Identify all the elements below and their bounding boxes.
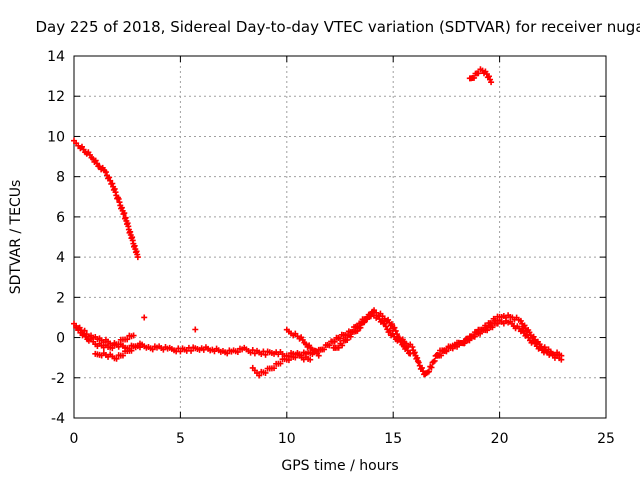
data-point: [388, 321, 395, 328]
data-point: [321, 346, 328, 353]
data-point: [192, 326, 199, 333]
data-point: [537, 344, 544, 351]
data-point: [134, 254, 141, 261]
data-point: [109, 345, 116, 352]
data-point: [428, 364, 435, 371]
data-point: [357, 324, 364, 331]
y-tick-label: 0: [56, 331, 65, 347]
data-point: [331, 338, 338, 345]
data-point: [326, 342, 333, 349]
data-point: [415, 359, 422, 366]
data-point: [347, 333, 354, 340]
data-point: [425, 368, 432, 375]
data-point: [339, 342, 346, 349]
data-point: [454, 343, 461, 350]
data-point: [344, 336, 351, 343]
data-point: [315, 352, 322, 359]
x-tick-label: 15: [384, 431, 402, 447]
data-point: [188, 347, 195, 354]
data-point: [430, 358, 437, 365]
y-tick-label: 14: [47, 49, 65, 65]
data-point: [484, 327, 491, 334]
data-point: [485, 73, 492, 80]
data-point: [285, 357, 292, 364]
data-point: [449, 345, 456, 352]
data-point: [124, 336, 131, 343]
data-point: [271, 365, 278, 372]
data-point: [256, 372, 263, 379]
data-point: [494, 320, 501, 327]
data-point: [461, 340, 468, 347]
data-point: [106, 174, 113, 181]
x-tick-label: 0: [70, 431, 79, 447]
data-point: [489, 324, 496, 331]
x-axis-label: GPS time / hours: [281, 458, 398, 474]
data-point: [128, 347, 135, 354]
chart-title: Day 225 of 2018, Sidereal Day-to-day VTE…: [35, 18, 640, 36]
data-point: [471, 74, 478, 81]
y-tick-label: -2: [51, 371, 65, 387]
data-point: [392, 327, 399, 334]
x-tick-label: 20: [491, 431, 509, 447]
y-tick-label: 8: [56, 170, 65, 186]
data-point: [438, 352, 445, 359]
data-point: [471, 333, 478, 340]
y-tick-label: 4: [56, 250, 65, 266]
data-point: [431, 357, 438, 364]
data-point: [262, 351, 269, 358]
data-point: [249, 347, 256, 354]
y-tick-label: -4: [51, 411, 65, 427]
data-point: [443, 348, 450, 355]
data-point: [335, 344, 342, 351]
data-point: [234, 349, 241, 356]
data-point: [386, 327, 393, 334]
data-point: [292, 354, 299, 361]
plot-frame: [73, 55, 607, 419]
data-point: [130, 332, 137, 339]
data-point: [407, 350, 414, 357]
data-point: [477, 330, 484, 337]
y-axis-label: SDTVAR / TECUs: [8, 180, 24, 295]
data-point: [262, 369, 269, 376]
data-point: [488, 79, 495, 86]
x-tick-label: 10: [278, 431, 296, 447]
data-point: [121, 210, 128, 217]
data-point: [307, 356, 314, 363]
data-point: [364, 316, 371, 323]
data-point: [136, 340, 143, 347]
x-tick-label: 5: [176, 431, 185, 447]
data-point: [115, 341, 122, 348]
data-point: [418, 364, 425, 371]
data-point: [119, 352, 126, 359]
data-point: [391, 324, 398, 331]
x-tick-label: 25: [597, 431, 615, 447]
y-tick-label: 2: [56, 290, 65, 306]
data-point: [277, 360, 284, 367]
data-points: [71, 66, 565, 379]
data-point: [466, 337, 473, 344]
data-point: [113, 355, 120, 362]
data-point: [558, 356, 565, 363]
y-tick-label: 6: [56, 210, 65, 226]
axis-ticks: 0 5 10 15 20 25 -4 -2 0 2 4 6 8 10 12 14: [47, 49, 615, 447]
y-tick-label: 10: [47, 129, 65, 145]
data-point: [102, 169, 109, 176]
y-tick-label: 12: [47, 89, 65, 105]
data-point: [475, 70, 482, 77]
data-point: [141, 314, 148, 321]
